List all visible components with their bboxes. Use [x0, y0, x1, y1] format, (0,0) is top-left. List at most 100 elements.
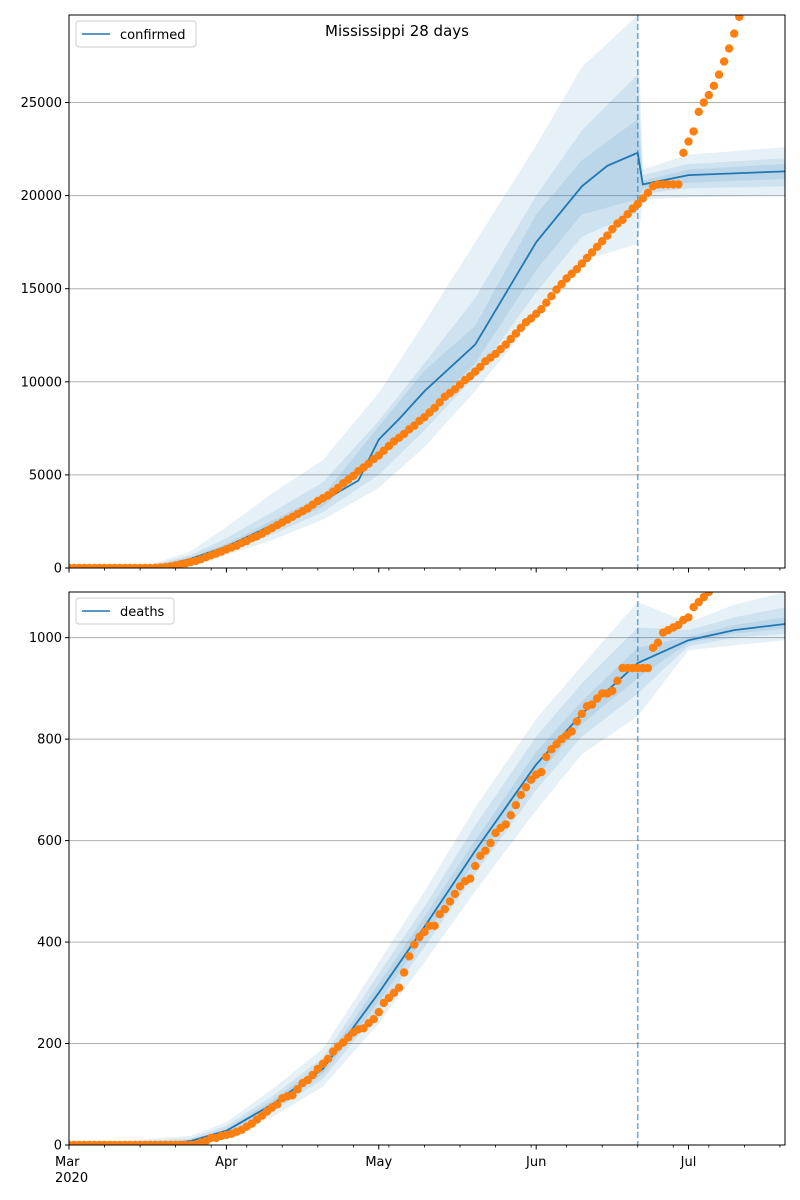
observed-point — [603, 231, 612, 240]
y-tick-label: 15000 — [21, 282, 62, 297]
observed-point — [511, 800, 521, 810]
observed-point — [638, 194, 647, 203]
observed-point — [735, 15, 744, 22]
observed-point — [537, 305, 546, 314]
x-tick-label: May — [365, 1155, 392, 1170]
observed-point — [506, 811, 515, 820]
observed-point — [587, 248, 597, 257]
observed-point — [399, 968, 409, 977]
observed-point — [623, 210, 632, 219]
observed-point — [689, 127, 698, 136]
observed-point — [516, 790, 526, 800]
y-tick-label: 1000 — [29, 631, 62, 646]
observed-point — [486, 838, 495, 848]
observed-point — [288, 1091, 297, 1100]
observed-point — [633, 199, 642, 209]
observed-point — [450, 889, 460, 899]
observed-point — [557, 279, 566, 289]
y-tick-label: 5000 — [29, 468, 62, 483]
observed-point — [481, 846, 490, 855]
observed-point — [542, 298, 551, 307]
legend-deaths: deaths — [120, 605, 165, 620]
observed-point — [730, 29, 739, 38]
observed-point — [674, 180, 683, 189]
observed-point — [684, 137, 693, 146]
observed-point — [689, 603, 698, 612]
observed-point — [719, 57, 729, 66]
confirmed-axes: 0 5000 10000 15000 20000 25000 — [21, 14, 786, 577]
observed-point — [323, 1054, 333, 1064]
y-tick-label: 10000 — [21, 375, 62, 390]
observed-point — [430, 403, 439, 413]
y-tick-label: 0 — [54, 562, 62, 577]
observed-point — [572, 717, 581, 726]
observed-point — [598, 237, 607, 246]
observed-point — [592, 242, 602, 251]
observed-point — [724, 44, 734, 53]
observed-point — [572, 265, 581, 274]
observed-point — [709, 81, 719, 91]
y-tick-label: 600 — [37, 834, 62, 849]
observed-point — [435, 910, 444, 919]
observed-point — [420, 927, 429, 937]
credible-band — [69, 617, 785, 1145]
observed-point — [684, 613, 693, 622]
observed-point — [511, 329, 521, 338]
observed-point — [587, 700, 597, 709]
credible-band — [69, 15, 785, 568]
observed-point — [466, 874, 475, 883]
chart-title: Mississippi 28 days — [325, 22, 469, 40]
observed-point — [542, 752, 551, 762]
credible-band — [69, 607, 785, 1145]
observed-point — [608, 224, 617, 234]
observed-point — [410, 940, 419, 949]
observed-point — [699, 98, 708, 107]
observed-point — [415, 932, 424, 942]
observed-point — [526, 775, 536, 784]
observed-point — [577, 259, 587, 268]
observed-point — [405, 952, 414, 961]
observed-point — [643, 663, 653, 673]
observed-point — [476, 851, 485, 860]
observed-point — [547, 292, 556, 301]
credible-band — [69, 592, 785, 1145]
observed-point — [506, 334, 515, 344]
observed-point — [552, 285, 561, 294]
observed-point — [714, 70, 724, 79]
observed-point — [516, 323, 526, 332]
observed-point — [273, 1100, 282, 1109]
deaths-legend: deaths — [75, 597, 175, 625]
axes-frame — [68, 591, 786, 1146]
x-tick-sublabel: 2020 — [55, 1171, 88, 1186]
observed-point — [476, 362, 485, 372]
observed-point — [582, 253, 592, 263]
observed-point — [389, 988, 399, 997]
observed-point — [430, 921, 439, 930]
observed-point — [501, 340, 510, 349]
observed-point — [679, 148, 688, 157]
observed-point — [369, 1015, 378, 1024]
observed-point — [608, 686, 617, 696]
axes-frame — [68, 14, 786, 569]
observed-point — [547, 745, 556, 754]
observed-point — [501, 820, 510, 829]
y-tick-label: 800 — [37, 733, 62, 748]
observed-point — [308, 1070, 317, 1080]
y-tick-label: 400 — [37, 936, 62, 951]
observed-point — [537, 767, 546, 777]
observed-point — [694, 107, 703, 117]
confirmed-legend: confirmed — [75, 20, 197, 48]
observed-point — [577, 709, 587, 718]
observed-point — [704, 90, 713, 100]
y-tick-label: 200 — [37, 1037, 62, 1052]
observed-point — [394, 983, 404, 992]
credible-band — [69, 74, 785, 568]
observed-point — [471, 861, 480, 871]
y-tick-label: 20000 — [21, 189, 62, 204]
observed-point — [445, 897, 455, 906]
observed-point — [653, 638, 663, 647]
observed-point — [521, 783, 531, 792]
observed-point — [704, 592, 713, 597]
x-tick-label: Mar — [55, 1155, 80, 1170]
